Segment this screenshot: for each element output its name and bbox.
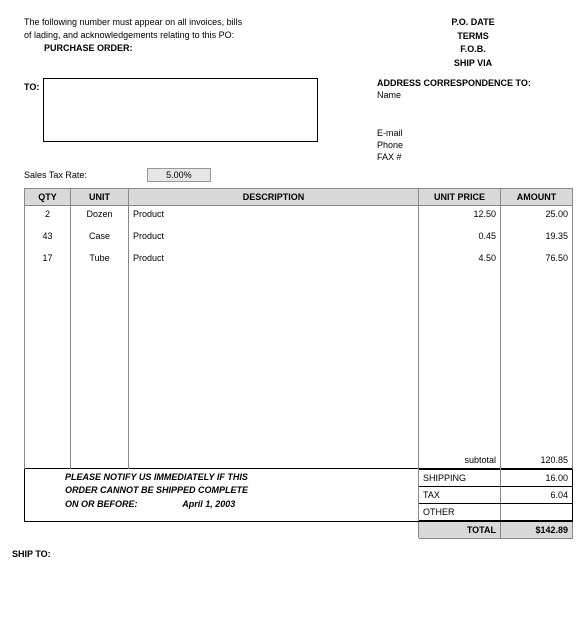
cell-amount: 19.35 [501,228,573,250]
fob-label: F.O.B. [373,43,573,57]
purchase-order-label: PURCHASE ORDER: [24,43,373,53]
col-amount: AMOUNT [501,189,573,206]
summary-tax-row: TAX 6.04 [419,486,572,503]
table-row: 17 Tube Product 4.50 76.50 [25,250,573,272]
intro-line-2: of lading, and acknowledgements relating… [24,29,373,42]
cell-qty: 43 [25,228,71,250]
summary-shipping-row: SHIPPING 16.00 [419,469,572,486]
tax-rate-row: Sales Tax Rate: 5.00% [24,168,573,182]
subtotal-label: subtotal [419,452,501,469]
table-row: 43 Case Product 0.45 19.35 [25,228,573,250]
po-date-label: P.O. DATE [373,16,573,30]
col-unit-price: UNIT PRICE [419,189,501,206]
col-description: DESCRIPTION [129,189,419,206]
header-section: The following number must appear on all … [24,16,573,70]
correspondence-block: ADDRESS CORRESPONDENCE TO: Name E-mail P… [373,78,573,162]
total-value: $142.89 [501,521,573,538]
notify-on-before-label: ON OR BEFORE: [65,499,138,509]
cell-desc: Product [129,228,419,250]
cell-unit-price: 0.45 [419,228,501,250]
other-label: OTHER [419,503,500,520]
table-filler [25,272,573,452]
items-table: QTY UNIT DESCRIPTION UNIT PRICE AMOUNT 2… [24,188,573,539]
cell-desc: Product [129,206,419,228]
ship-to-label: SHIP TO: [12,549,573,559]
cell-amount: 76.50 [501,250,573,272]
summary-other-row: OTHER [419,503,572,520]
tax-value: 6.04 [500,486,572,503]
cell-unit: Tube [71,250,129,272]
other-value [500,503,572,520]
correspondence-title: ADDRESS CORRESPONDENCE TO: [377,78,573,88]
table-row: 2 Dozen Product 12.50 25.00 [25,206,573,228]
total-row: TOTAL $142.89 [25,521,573,538]
cell-unit-price: 12.50 [419,206,501,228]
intro-block: The following number must appear on all … [24,16,373,70]
tax-rate-label: Sales Tax Rate: [24,170,87,180]
notify-on-before-value: April 1, 2003 [182,499,235,509]
cell-amount: 25.00 [501,206,573,228]
intro-line-1: The following number must appear on all … [24,16,373,29]
correspondence-fax: FAX # [377,152,573,162]
table-header-row: QTY UNIT DESCRIPTION UNIT PRICE AMOUNT [25,189,573,206]
total-label: TOTAL [419,521,501,538]
col-qty: QTY [25,189,71,206]
ship-via-label: SHIP VIA [373,57,573,71]
shipping-value: 16.00 [500,469,572,486]
notify-box: PLEASE NOTIFY US IMMEDIATELY IF THIS ORD… [25,469,418,514]
to-address-box[interactable] [43,78,318,142]
subtotal-value: 120.85 [501,452,573,469]
correspondence-name: Name [377,90,573,100]
notify-line-2: ORDER CANNOT BE SHIPPED COMPLETE [65,484,414,498]
cell-qty: 2 [25,206,71,228]
subtotal-row: subtotal 120.85 [25,452,573,469]
to-correspondence-row: TO: ADDRESS CORRESPONDENCE TO: Name E-ma… [24,78,573,162]
cell-unit-price: 4.50 [419,250,501,272]
cell-desc: Product [129,250,419,272]
meta-block: P.O. DATE TERMS F.O.B. SHIP VIA [373,16,573,70]
shipping-label: SHIPPING [419,469,500,486]
notify-line-1: PLEASE NOTIFY US IMMEDIATELY IF THIS [65,471,414,485]
footer-block-row: PLEASE NOTIFY US IMMEDIATELY IF THIS ORD… [25,468,573,521]
tax-rate-value[interactable]: 5.00% [147,168,211,182]
to-label: TO: [24,78,43,92]
col-unit: UNIT [71,189,129,206]
tax-label: TAX [419,486,500,503]
cell-unit: Case [71,228,129,250]
terms-label: TERMS [373,30,573,44]
correspondence-phone: Phone [377,140,573,150]
correspondence-email: E-mail [377,128,573,138]
cell-qty: 17 [25,250,71,272]
cell-unit: Dozen [71,206,129,228]
